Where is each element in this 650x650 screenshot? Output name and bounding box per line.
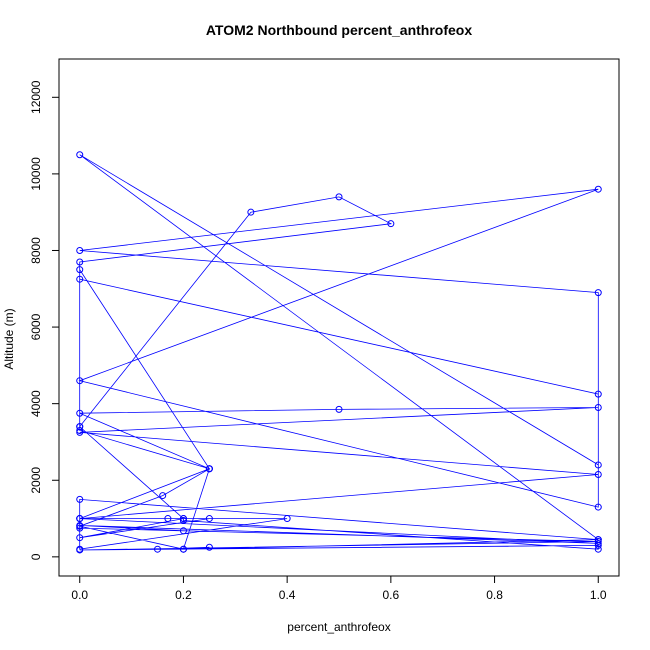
data-point: [594, 403, 602, 411]
data-point: [76, 545, 84, 553]
data-point: [76, 522, 84, 530]
data-point: [76, 246, 84, 254]
data-point: [179, 545, 187, 553]
data-point: [387, 220, 395, 228]
x-tick-label: 0.8: [486, 588, 503, 602]
data-point: [76, 258, 84, 266]
data-point: [594, 185, 602, 193]
y-tick-label: 2000: [29, 467, 43, 494]
data-point: [283, 515, 291, 523]
data-point: [76, 423, 84, 431]
series-line: [78, 154, 599, 551]
data-point: [335, 193, 343, 201]
y-axis-label: Altitude (m): [2, 308, 16, 369]
chart-title: ATOM2 Northbound percent_anthrofeox: [206, 22, 472, 38]
data-point: [205, 543, 213, 551]
x-tick-label: 0.2: [175, 588, 192, 602]
y-tick-label: 0: [29, 553, 43, 560]
data-point: [594, 536, 602, 544]
data-point: [179, 515, 187, 523]
data-point: [154, 545, 162, 553]
data-point: [179, 527, 187, 535]
data-point: [594, 539, 602, 547]
data-point: [179, 516, 187, 524]
y-tick-label: 12000: [29, 80, 43, 114]
data-point: [76, 515, 84, 523]
y-axis: 0 2000 4000 6000 8000 10000 12000: [29, 80, 60, 560]
data-point: [159, 492, 167, 500]
data-point: [594, 471, 602, 479]
data-point: [594, 503, 602, 511]
data-point: [205, 515, 213, 523]
x-tick-label: 0.0: [71, 588, 88, 602]
data-point: [76, 426, 84, 434]
y-tick-label: 8000: [29, 237, 43, 264]
x-axis-label: percent_anthrofeox: [287, 620, 390, 634]
data-point: [164, 515, 172, 523]
y-tick-label: 10000: [29, 157, 43, 191]
y-tick-label: 6000: [29, 313, 43, 340]
y-tick-label: 4000: [29, 390, 43, 417]
data-point: [594, 390, 602, 398]
data-point: [247, 208, 255, 216]
data-point: [76, 275, 84, 283]
x-tick-label: 1.0: [590, 588, 607, 602]
data-point: [76, 151, 84, 159]
data-point: [594, 289, 602, 297]
data-point: [335, 405, 343, 413]
data-point: [594, 538, 602, 546]
data-point: [76, 409, 84, 417]
x-tick-label: 0.6: [383, 588, 400, 602]
data-point: [205, 465, 213, 473]
x-tick-label: 0.4: [279, 588, 296, 602]
data-point: [76, 524, 84, 532]
x-axis: 0.0 0.2 0.4 0.6 0.8 1.0: [71, 575, 607, 602]
data-point: [76, 377, 84, 385]
data-point: [76, 534, 84, 542]
series-layer: [76, 151, 602, 554]
data-point: [594, 461, 602, 469]
data-point: [76, 266, 84, 274]
data-point: [76, 495, 84, 503]
